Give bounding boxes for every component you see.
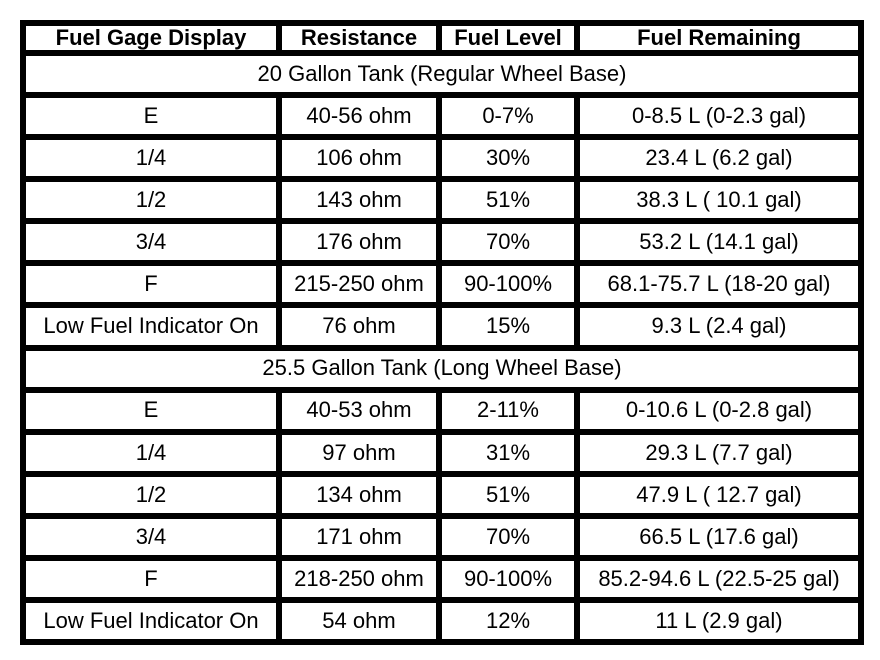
cell-fuel-level: 0-7% <box>436 92 580 141</box>
cell-fuel-level: 90-100% <box>436 554 580 603</box>
cell-resistance: 40-56 ohm <box>276 92 442 141</box>
cell-fuel-level: 12% <box>436 596 580 646</box>
table-row: 1/2 143 ohm 51% 38.3 L ( 10.1 gal) <box>20 176 864 225</box>
cell-fuel-remaining: 0-8.5 L (0-2.3 gal) <box>574 92 864 141</box>
cell-fuel-remaining: 68.1-75.7 L (18-20 gal) <box>574 260 864 309</box>
table-row: Low Fuel Indicator On 54 ohm 12% 11 L (2… <box>20 596 864 646</box>
cell-fuel-remaining: 23.4 L (6.2 gal) <box>574 134 864 183</box>
cell-fuel-remaining: 9.3 L (2.4 gal) <box>574 302 864 351</box>
cell-resistance: 143 ohm <box>276 176 442 225</box>
fuel-gauge-resistance-table: Fuel Gage Display Resistance Fuel Level … <box>20 19 864 646</box>
column-header-fuel-remaining: Fuel Remaining <box>574 19 864 57</box>
cell-fuel-level: 90-100% <box>436 260 580 309</box>
cell-fuel-level: 15% <box>436 302 580 351</box>
cell-fuel-level: 51% <box>436 470 580 519</box>
cell-resistance: 171 ohm <box>276 512 442 561</box>
cell-resistance: 218-250 ohm <box>276 554 442 603</box>
cell-fuel-level: 2-11% <box>436 386 580 435</box>
cell-fuel-level: 70% <box>436 218 580 267</box>
cell-fuel-remaining: 11 L (2.9 gal) <box>574 596 864 646</box>
section-header-row-25-gallon: 25.5 Gallon Tank (Long Wheel Base) <box>20 344 864 393</box>
cell-gage-display: E <box>20 386 282 435</box>
section-header-row-20-gallon: 20 Gallon Tank (Regular Wheel Base) <box>20 50 864 99</box>
cell-resistance: 40-53 ohm <box>276 386 442 435</box>
cell-resistance: 97 ohm <box>276 428 442 477</box>
cell-fuel-level: 51% <box>436 176 580 225</box>
table-row: 3/4 176 ohm 70% 53.2 L (14.1 gal) <box>20 218 864 267</box>
cell-resistance: 176 ohm <box>276 218 442 267</box>
cell-fuel-level: 31% <box>436 428 580 477</box>
table-row: E 40-53 ohm 2-11% 0-10.6 L (0-2.8 gal) <box>20 386 864 435</box>
cell-fuel-remaining: 29.3 L (7.7 gal) <box>574 428 864 477</box>
table-row: 1/4 106 ohm 30% 23.4 L (6.2 gal) <box>20 134 864 183</box>
cell-gage-display: 1/2 <box>20 176 282 225</box>
cell-resistance: 106 ohm <box>276 134 442 183</box>
cell-fuel-remaining: 47.9 L ( 12.7 gal) <box>574 470 864 519</box>
table-row: 1/2 134 ohm 51% 47.9 L ( 12.7 gal) <box>20 470 864 519</box>
cell-fuel-remaining: 66.5 L (17.6 gal) <box>574 512 864 561</box>
cell-resistance: 76 ohm <box>276 302 442 351</box>
table-row: F 218-250 ohm 90-100% 85.2-94.6 L (22.5-… <box>20 554 864 603</box>
section-title-25-gallon-tank: 25.5 Gallon Tank (Long Wheel Base) <box>20 344 864 393</box>
cell-gage-display: Low Fuel Indicator On <box>20 302 282 351</box>
cell-gage-display: 1/4 <box>20 428 282 477</box>
table-row: 1/4 97 ohm 31% 29.3 L (7.7 gal) <box>20 428 864 477</box>
cell-gage-display: F <box>20 260 282 309</box>
column-header-fuel-level: Fuel Level <box>436 19 580 57</box>
table-row: F 215-250 ohm 90-100% 68.1-75.7 L (18-20… <box>20 260 864 309</box>
cell-gage-display: 1/4 <box>20 134 282 183</box>
cell-gage-display: 3/4 <box>20 218 282 267</box>
table-row: Low Fuel Indicator On 76 ohm 15% 9.3 L (… <box>20 302 864 351</box>
cell-fuel-remaining: 85.2-94.6 L (22.5-25 gal) <box>574 554 864 603</box>
cell-gage-display: F <box>20 554 282 603</box>
header-row: Fuel Gage Display Resistance Fuel Level … <box>20 19 864 57</box>
cell-resistance: 215-250 ohm <box>276 260 442 309</box>
cell-fuel-level: 70% <box>436 512 580 561</box>
column-header-resistance: Resistance <box>276 19 442 57</box>
cell-fuel-remaining: 0-10.6 L (0-2.8 gal) <box>574 386 864 435</box>
cell-fuel-remaining: 53.2 L (14.1 gal) <box>574 218 864 267</box>
section-title-20-gallon-tank: 20 Gallon Tank (Regular Wheel Base) <box>20 50 864 99</box>
cell-resistance: 54 ohm <box>276 596 442 646</box>
cell-fuel-remaining: 38.3 L ( 10.1 gal) <box>574 176 864 225</box>
cell-gage-display: 1/2 <box>20 470 282 519</box>
table-row: 3/4 171 ohm 70% 66.5 L (17.6 gal) <box>20 512 864 561</box>
column-header-fuel-gage-display: Fuel Gage Display <box>20 19 282 57</box>
cell-fuel-level: 30% <box>436 134 580 183</box>
cell-resistance: 134 ohm <box>276 470 442 519</box>
cell-gage-display: E <box>20 92 282 141</box>
cell-gage-display: Low Fuel Indicator On <box>20 596 282 646</box>
table-row: E 40-56 ohm 0-7% 0-8.5 L (0-2.3 gal) <box>20 92 864 141</box>
cell-gage-display: 3/4 <box>20 512 282 561</box>
